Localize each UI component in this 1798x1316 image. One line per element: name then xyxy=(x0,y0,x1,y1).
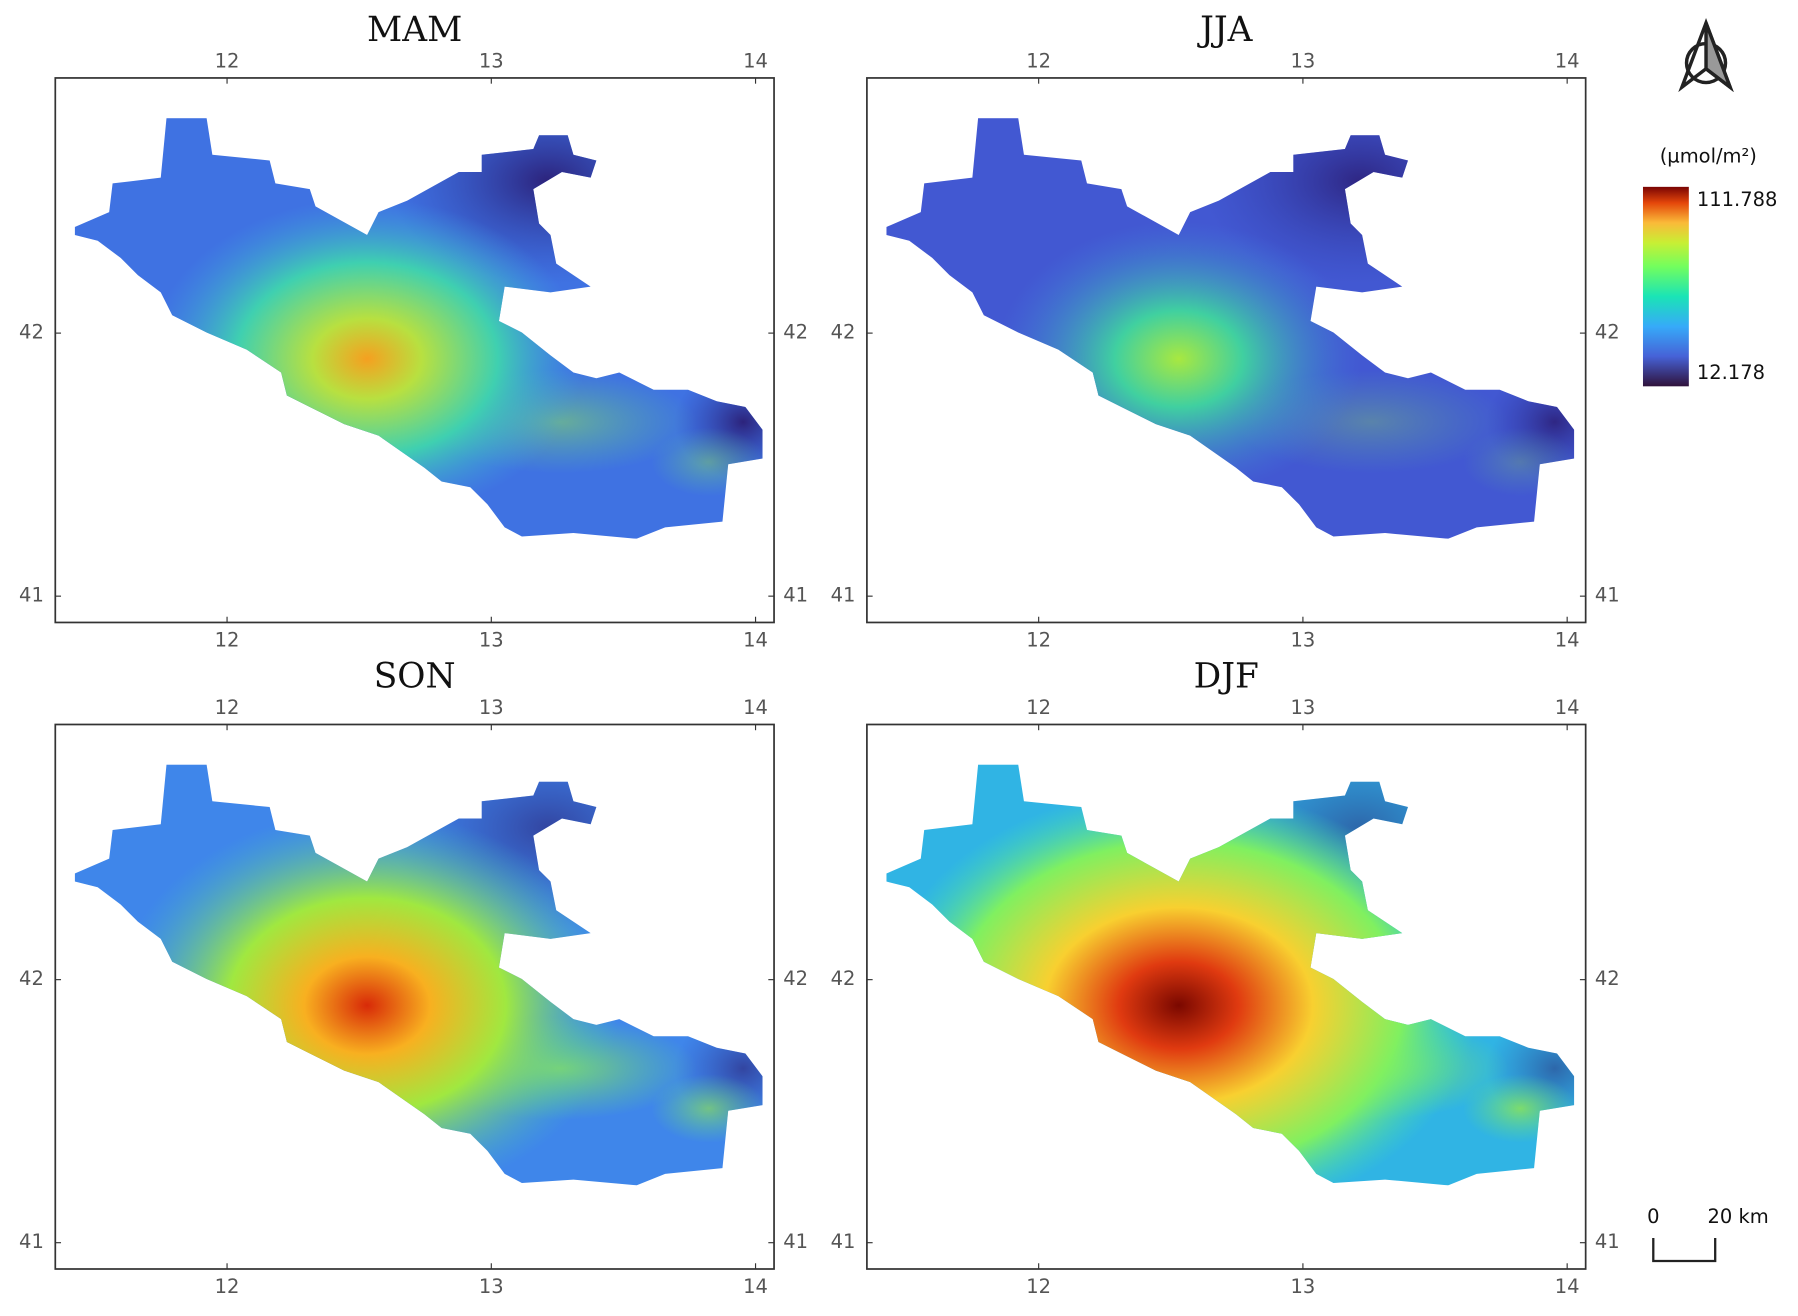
x-tick-label: 14 xyxy=(1555,696,1580,719)
y-tick-label: 42 xyxy=(783,321,808,344)
x-tick-label: 12 xyxy=(1026,1275,1051,1298)
x-tick-label: 13 xyxy=(1291,628,1316,651)
y-tick-label: 42 xyxy=(1595,321,1620,344)
x-tick-label: 13 xyxy=(479,49,504,72)
map-panel: SON 12 12 13 13 14 14 41 41 42 42 xyxy=(19,657,808,1298)
map-panel: JJA 12 12 13 13 14 14 41 41 42 42 xyxy=(831,10,1620,651)
x-tick-label: 13 xyxy=(479,696,504,719)
y-tick-label: 41 xyxy=(19,584,44,607)
panels: MAM 12 12 13 13 14 14 41 41 42 42 JJA 12 12 13 13 14 14 41… xyxy=(19,10,1620,1298)
legend-unit: (µmol/m²) xyxy=(1660,145,1757,168)
y-tick-label: 42 xyxy=(19,321,44,344)
x-tick-label: 12 xyxy=(1026,628,1051,651)
x-tick-label: 14 xyxy=(743,628,768,651)
x-tick-label: 12 xyxy=(1026,49,1051,72)
x-tick-label: 14 xyxy=(1555,49,1580,72)
x-tick-label: 14 xyxy=(743,696,768,719)
x-tick-label: 12 xyxy=(1026,696,1051,719)
green-area xyxy=(1462,1074,1575,1143)
panel-title: SON xyxy=(374,657,456,697)
y-tick-label: 42 xyxy=(783,967,808,990)
x-tick-label: 13 xyxy=(479,1275,504,1298)
y-tick-label: 41 xyxy=(783,584,808,607)
green-area xyxy=(1462,427,1575,497)
north-arrow xyxy=(1678,18,1734,93)
map-raster xyxy=(886,764,1575,1186)
x-tick-label: 13 xyxy=(479,628,504,651)
hotspot xyxy=(995,221,1363,497)
map-frame xyxy=(866,723,1587,1270)
hotspot xyxy=(149,198,585,520)
map-panel: DJF 12 12 13 13 14 14 41 41 42 42 xyxy=(831,657,1620,1298)
x-tick-label: 14 xyxy=(743,49,768,72)
map-raster xyxy=(74,764,763,1186)
legend-max: 111.788 xyxy=(1697,188,1778,211)
colorbar xyxy=(1642,186,1689,387)
x-tick-label: 14 xyxy=(743,1275,768,1298)
y-tick-label: 41 xyxy=(1595,584,1620,607)
y-tick-label: 42 xyxy=(1595,967,1620,990)
y-tick-label: 41 xyxy=(831,1230,856,1253)
green-area xyxy=(651,1074,763,1143)
y-tick-label: 41 xyxy=(19,1230,44,1253)
x-tick-label: 12 xyxy=(215,1275,240,1298)
map-frame xyxy=(54,77,775,624)
y-tick-label: 42 xyxy=(831,321,856,344)
x-tick-label: 13 xyxy=(1291,1275,1316,1298)
scale-bar xyxy=(1652,1238,1717,1263)
panel-title: DJF xyxy=(1194,657,1259,697)
scale-end: 20 km xyxy=(1708,1205,1769,1228)
panel-title: MAM xyxy=(367,10,462,50)
y-tick-label: 42 xyxy=(19,967,44,990)
legend-min: 12.178 xyxy=(1697,361,1765,384)
x-tick-label: 14 xyxy=(1555,1275,1580,1298)
x-tick-label: 12 xyxy=(215,628,240,651)
green-area xyxy=(651,427,763,497)
x-tick-label: 12 xyxy=(215,49,240,72)
x-tick-label: 14 xyxy=(1555,628,1580,651)
x-tick-label: 12 xyxy=(215,696,240,719)
hotspot xyxy=(886,787,1477,1186)
panel-title: JJA xyxy=(1197,10,1254,50)
y-tick-label: 41 xyxy=(783,1230,808,1253)
x-tick-label: 13 xyxy=(1291,696,1316,719)
y-tick-label: 41 xyxy=(831,584,856,607)
map-raster xyxy=(74,118,763,539)
map-raster xyxy=(886,118,1575,539)
map-frame xyxy=(866,77,1587,624)
y-tick-label: 41 xyxy=(1595,1230,1620,1253)
scale-start: 0 xyxy=(1647,1205,1659,1228)
y-tick-label: 42 xyxy=(831,967,856,990)
hotspot xyxy=(114,810,620,1186)
map-panel: MAM 12 12 13 13 14 14 41 41 42 42 xyxy=(19,10,808,651)
map-frame xyxy=(54,723,775,1270)
x-tick-label: 13 xyxy=(1291,49,1316,72)
